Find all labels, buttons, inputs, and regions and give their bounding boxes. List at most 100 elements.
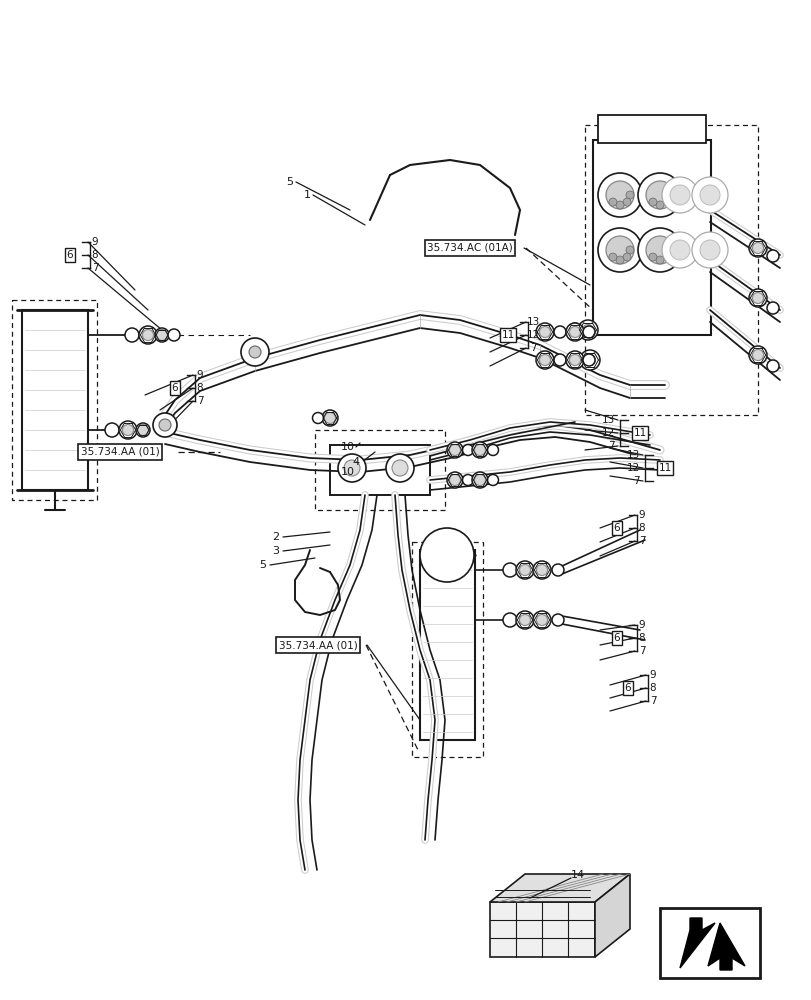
Circle shape [648, 198, 656, 206]
Text: 3: 3 [272, 546, 279, 556]
Polygon shape [489, 874, 629, 902]
Circle shape [312, 412, 323, 424]
Circle shape [152, 413, 177, 437]
Text: 9: 9 [649, 670, 655, 680]
Circle shape [536, 564, 547, 576]
Polygon shape [419, 550, 474, 740]
Circle shape [119, 421, 137, 439]
Text: 9: 9 [196, 370, 203, 380]
Text: 13: 13 [526, 317, 539, 327]
Circle shape [766, 360, 778, 372]
Circle shape [515, 611, 534, 629]
Circle shape [699, 240, 719, 260]
Circle shape [446, 472, 462, 488]
Text: 7: 7 [196, 396, 203, 406]
Circle shape [625, 246, 633, 254]
Text: 8: 8 [196, 383, 203, 393]
Text: 4: 4 [352, 457, 359, 467]
Circle shape [337, 454, 366, 482]
Circle shape [691, 232, 727, 268]
Circle shape [532, 561, 551, 579]
Circle shape [139, 326, 157, 344]
Circle shape [324, 412, 335, 424]
Circle shape [519, 614, 530, 626]
Circle shape [605, 236, 633, 264]
Circle shape [449, 475, 460, 486]
Circle shape [669, 240, 689, 260]
Circle shape [551, 614, 564, 626]
Circle shape [322, 410, 337, 426]
Text: 11: 11 [500, 330, 514, 340]
Circle shape [637, 228, 681, 272]
Circle shape [748, 346, 766, 364]
Bar [12, 300, 97, 500]
Text: 7: 7 [92, 263, 98, 273]
Circle shape [122, 424, 133, 436]
Circle shape [168, 329, 180, 341]
Circle shape [553, 354, 565, 366]
Circle shape [748, 239, 766, 257]
Circle shape [616, 256, 623, 264]
Text: 8: 8 [649, 683, 655, 693]
Circle shape [568, 353, 581, 367]
Polygon shape [22, 310, 88, 490]
Circle shape [665, 191, 673, 199]
Circle shape [474, 444, 485, 456]
Text: 7: 7 [529, 343, 535, 353]
Circle shape [637, 173, 681, 217]
Circle shape [579, 350, 599, 370]
Circle shape [646, 236, 673, 264]
Circle shape [568, 323, 581, 337]
Text: 13: 13 [601, 415, 614, 425]
Circle shape [622, 253, 630, 261]
Circle shape [605, 181, 633, 209]
Circle shape [577, 320, 597, 340]
Text: 14: 14 [570, 870, 585, 880]
Circle shape [449, 444, 460, 456]
Circle shape [551, 564, 564, 576]
Circle shape [584, 355, 594, 365]
Circle shape [582, 354, 594, 366]
Circle shape [135, 423, 150, 437]
Bar [659, 908, 759, 978]
Bar [597, 115, 705, 143]
Circle shape [105, 423, 119, 437]
Circle shape [582, 326, 594, 338]
Circle shape [515, 561, 534, 579]
Text: 8: 8 [638, 633, 645, 643]
Polygon shape [707, 923, 744, 970]
Circle shape [249, 346, 260, 358]
Circle shape [532, 611, 551, 629]
Circle shape [569, 326, 580, 338]
Circle shape [419, 528, 474, 582]
Text: 9: 9 [638, 510, 645, 520]
Text: 35.734.AA (01): 35.734.AA (01) [278, 640, 357, 650]
Circle shape [535, 323, 553, 341]
Circle shape [766, 250, 778, 262]
Text: 6: 6 [624, 683, 630, 693]
Text: 7: 7 [638, 646, 645, 656]
Circle shape [157, 330, 167, 340]
Circle shape [581, 324, 593, 336]
Text: 7: 7 [638, 536, 645, 546]
Circle shape [663, 198, 670, 206]
Bar [411, 542, 483, 757]
Text: 10: 10 [341, 442, 354, 452]
Text: 8: 8 [638, 523, 645, 533]
Circle shape [155, 328, 169, 342]
Circle shape [241, 338, 268, 366]
Circle shape [553, 326, 565, 338]
Polygon shape [489, 902, 594, 957]
Text: 7: 7 [633, 476, 639, 486]
Text: 12: 12 [526, 330, 539, 340]
Circle shape [646, 181, 673, 209]
Bar [592, 140, 710, 335]
Circle shape [137, 424, 148, 436]
Circle shape [648, 253, 656, 261]
Circle shape [622, 198, 630, 206]
Polygon shape [329, 445, 430, 495]
Text: 9: 9 [638, 620, 645, 630]
Circle shape [661, 177, 697, 213]
Text: 2: 2 [272, 532, 279, 542]
Circle shape [565, 351, 583, 369]
